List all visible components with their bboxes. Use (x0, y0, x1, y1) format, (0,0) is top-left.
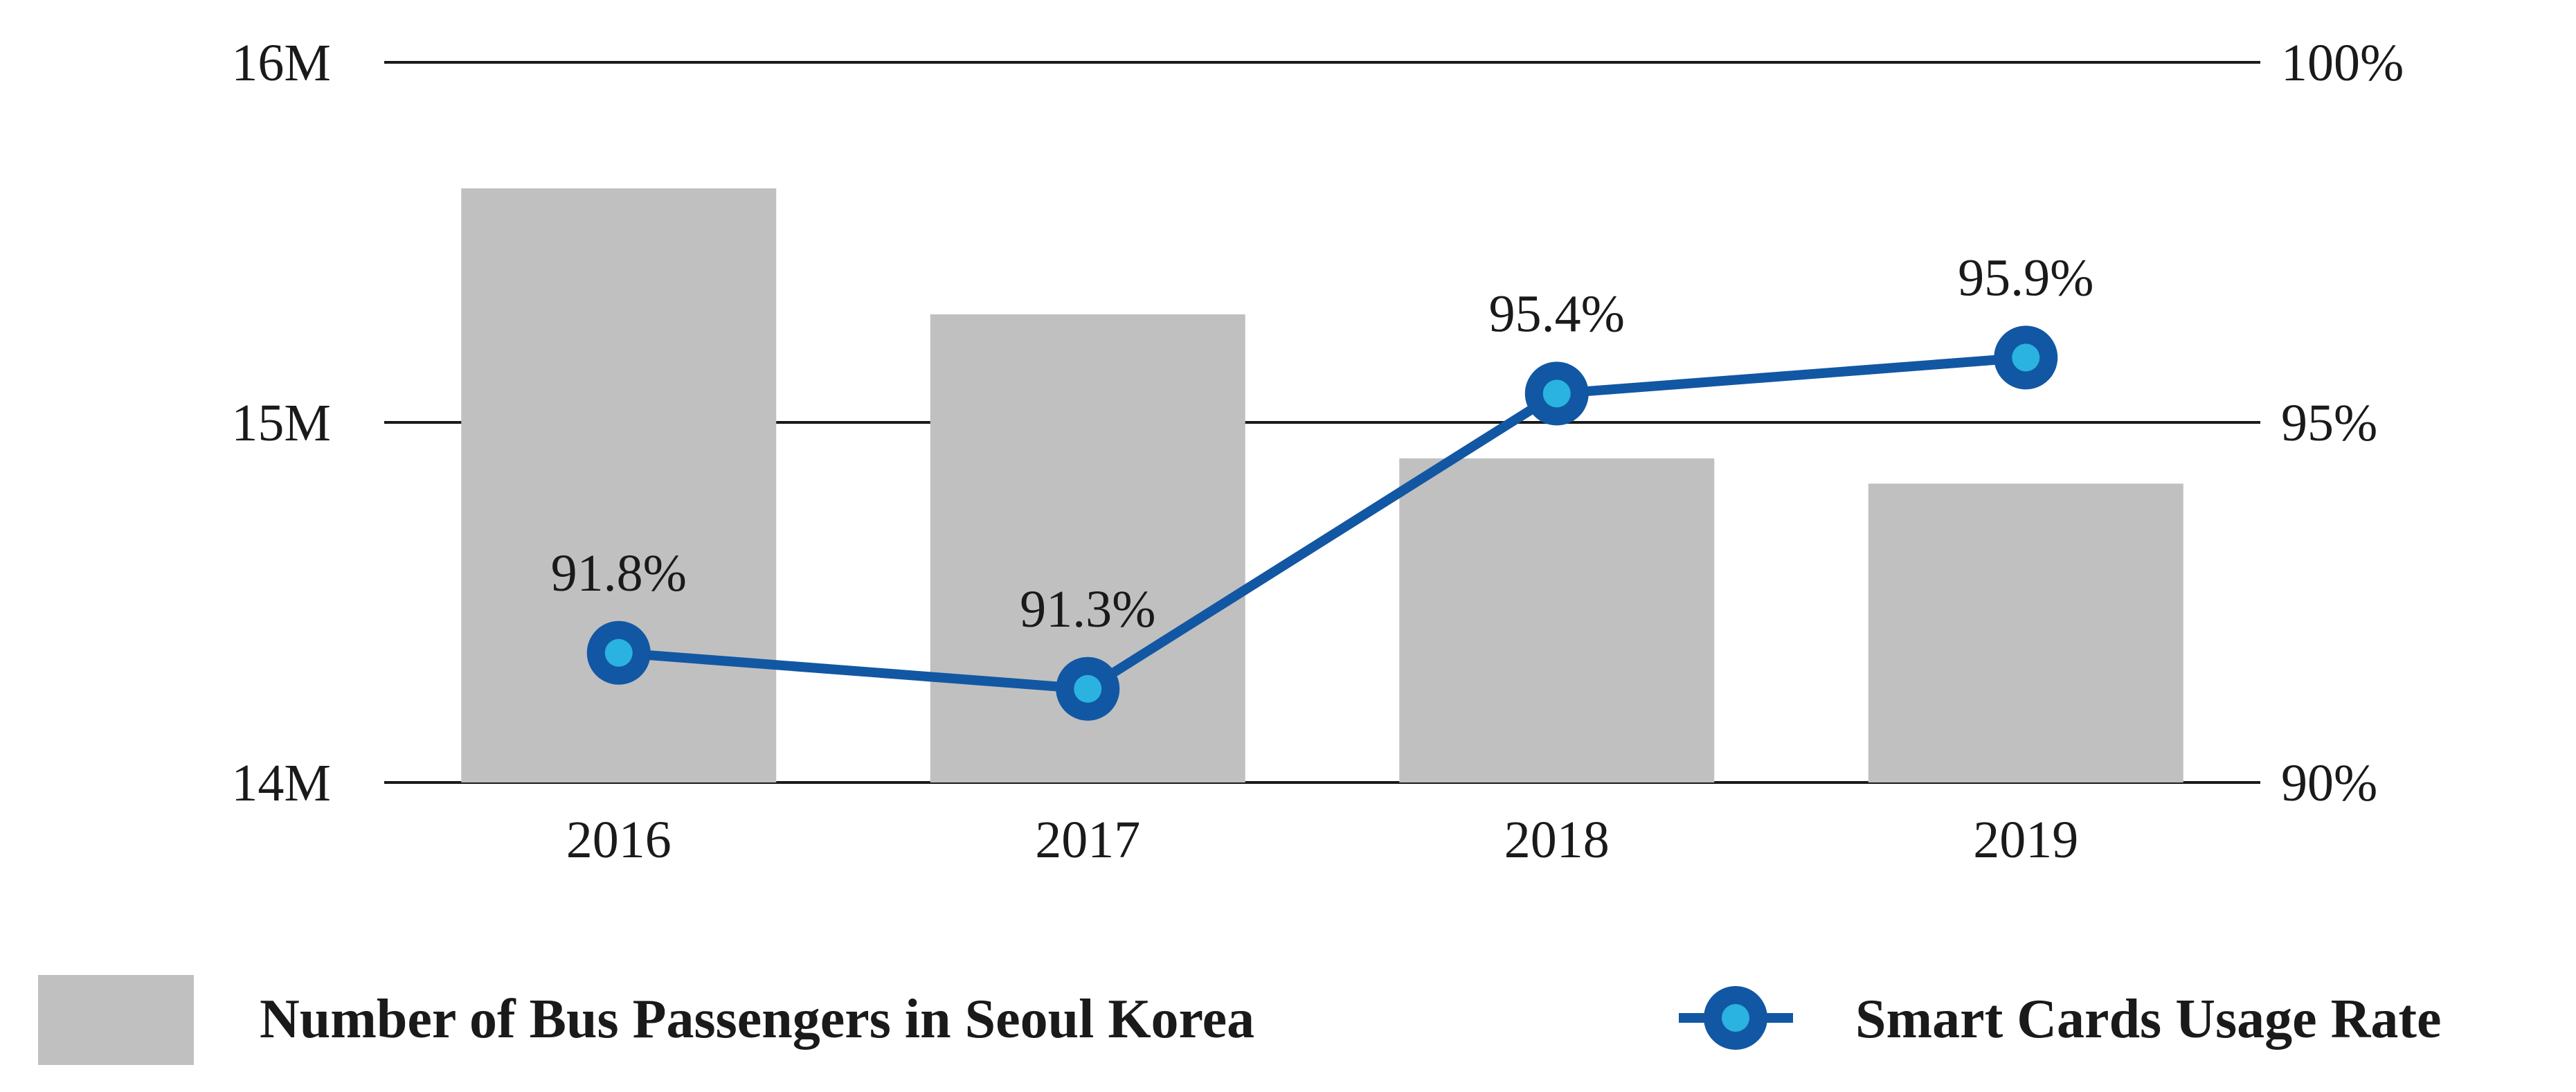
right-tick-label: 95% (2281, 394, 2377, 452)
line-point-center (1542, 379, 1571, 408)
line-point-center (1074, 674, 1102, 703)
series-line (618, 352, 2026, 694)
left-axis: 14M 15M 16M (231, 34, 331, 812)
right-tick-label: 90% (2281, 754, 2377, 812)
legend-marker-center (1722, 1004, 1749, 1032)
left-tick-label: 16M (231, 34, 331, 92)
legend-bar-swatch (38, 975, 194, 1065)
right-tick-label: 100% (2281, 34, 2404, 92)
legend: Number of Bus Passengers in Seoul Korea … (38, 975, 2442, 1065)
x-axis: 2016 2017 2018 2019 (566, 811, 2079, 869)
data-label: 91.3% (1020, 580, 1155, 638)
line-point-center (604, 638, 633, 667)
x-tick-label: 2016 (566, 811, 672, 869)
line-point-center (2012, 343, 2040, 372)
x-tick-label: 2018 (1504, 811, 1610, 869)
legend-bar-label: Number of Bus Passengers in Seoul Korea (260, 989, 1254, 1050)
line-series (586, 325, 2058, 721)
data-label: 95.4% (1489, 285, 1625, 343)
data-label: 91.8% (551, 544, 687, 602)
data-labels: 91.8% 91.3% 95.4% 95.9% (551, 249, 2094, 638)
bar (1399, 458, 1715, 782)
x-tick-label: 2019 (1973, 811, 2078, 869)
data-label: 95.9% (1958, 249, 2093, 307)
right-axis: 90% 95% 100% (2281, 34, 2404, 812)
bar-series (461, 188, 2183, 782)
bar (461, 188, 777, 782)
left-tick-label: 15M (231, 394, 331, 452)
bar (1868, 483, 2183, 782)
left-tick-label: 14M (231, 754, 331, 812)
x-tick-label: 2017 (1035, 811, 1140, 869)
legend-line-label: Smart Cards Usage Rate (1855, 989, 2442, 1050)
